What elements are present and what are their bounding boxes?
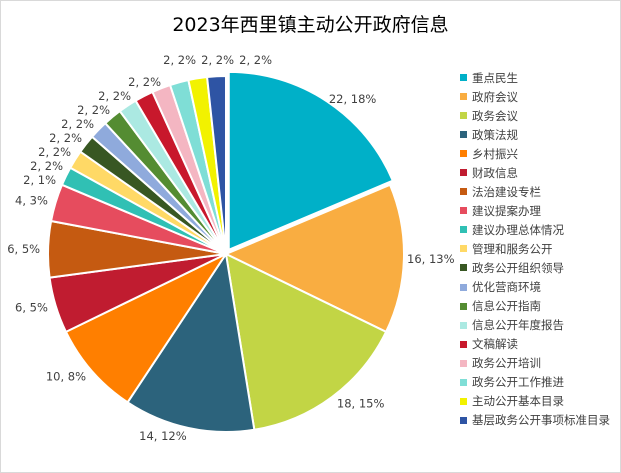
data-label-2: 18, 15% [337, 396, 385, 410]
legend-item-10: 政务公开组织领导 [460, 258, 610, 277]
data-label-18: 2, 2% [239, 53, 272, 67]
data-label-13: 2, 2% [77, 103, 110, 117]
data-label-11: 2, 2% [49, 131, 82, 145]
legend-swatch [460, 169, 467, 177]
legend-label: 政务公开培训 [472, 356, 541, 371]
legend-label: 政务公开组织领导 [472, 260, 564, 275]
legend-label: 重点民生 [472, 70, 518, 85]
legend-item-13: 信息公开年度报告 [460, 316, 610, 335]
legend-item-1: 政府会议 [460, 87, 610, 106]
legend-label: 政务会议 [472, 108, 518, 123]
legend-swatch [460, 207, 467, 215]
pie-slice-18 [205, 74, 227, 255]
legend-label: 政府会议 [472, 89, 518, 104]
data-label-17: 2, 2% [201, 53, 234, 67]
legend-item-5: 财政信息 [460, 163, 610, 182]
legend-item-3: 政策法规 [460, 125, 610, 144]
pie-slice-0 [227, 70, 395, 252]
legend-item-0: 重点民生 [460, 68, 610, 87]
legend-item-15: 政务公开培训 [460, 354, 610, 373]
legend-label: 信息公开年度报告 [472, 318, 564, 333]
legend: 重点民生政府会议政务会议政策法规乡村振兴财政信息法治建设专栏 建议提案办理建议办理… [460, 68, 610, 430]
data-label-9: 2, 2% [30, 159, 63, 173]
legend-item-4: 乡村振兴 [460, 144, 610, 163]
legend-swatch [460, 93, 467, 101]
legend-item-7: 建议提案办理 [460, 201, 610, 220]
data-label-3: 14, 12% [139, 429, 187, 443]
legend-label: 建议提案办理 [472, 203, 541, 218]
legend-item-16: 政务公开工作推进 [460, 373, 610, 392]
legend-label: 文稿解读 [472, 337, 518, 352]
legend-label: 政策法规 [472, 127, 518, 142]
legend-swatch [460, 74, 467, 82]
data-label-12: 2, 2% [61, 117, 94, 131]
legend-swatch [460, 378, 467, 386]
legend-swatch [460, 397, 467, 405]
legend-swatch [460, 131, 467, 139]
legend-swatch [460, 321, 467, 329]
pie-slice-3 [126, 251, 256, 433]
legend-label: 主动公开基本目录 [472, 394, 564, 409]
legend-swatch [460, 416, 467, 424]
data-label-6: 6, 5% [7, 242, 40, 256]
data-label-15: 2, 2% [128, 75, 161, 89]
legend-swatch [460, 359, 467, 367]
legend-label: 管理和服务公开 [472, 241, 553, 256]
data-label-5: 6, 5% [15, 301, 48, 315]
legend-swatch [460, 112, 467, 120]
legend-label: 乡村振兴 [472, 146, 518, 161]
legend-label: 基层政务公开事项标准目录 [472, 413, 610, 428]
legend-item-8: 建议办理总体情况 [460, 220, 610, 239]
legend-swatch [460, 302, 467, 310]
data-label-10: 2, 2% [38, 145, 71, 159]
data-label-7: 4, 3% [15, 193, 48, 207]
legend-item-9: 管理和服务公开 [460, 239, 610, 258]
chart-title: 2023年西里镇主动公开政府信息 [172, 14, 449, 36]
legend-item-17: 主动公开基本目录 [460, 392, 610, 411]
legend-swatch [460, 340, 467, 348]
legend-swatch [460, 264, 467, 272]
legend-swatch [460, 245, 467, 253]
legend-swatch [460, 150, 467, 158]
data-label-4: 10, 8% [46, 369, 86, 383]
legend-item-2: 政务会议 [460, 106, 610, 125]
data-label-16: 2, 2% [163, 53, 196, 67]
legend-item-6: 法治建设专栏 [460, 182, 610, 201]
pie-slice-1 [223, 183, 405, 334]
data-label-1: 16, 13% [407, 252, 455, 266]
legend-item-12: 信息公开指南 [460, 297, 610, 316]
legend-label: 信息公开指南 [472, 299, 541, 314]
pie-slice-2 [224, 252, 388, 431]
data-label-8: 2, 1% [23, 173, 56, 187]
pie-slice-4 [64, 251, 229, 404]
legend-item-14: 文稿解读 [460, 335, 610, 354]
legend-item-11: 优化营商环境 [460, 278, 610, 297]
legend-label: 优化营商环境 [472, 280, 541, 295]
legend-swatch [460, 226, 467, 234]
legend-label: 政务公开工作推进 [472, 375, 564, 390]
legend-label: 法治建设专栏 [472, 184, 541, 199]
data-label-0: 22, 18% [329, 92, 377, 106]
legend-swatch [460, 283, 467, 291]
legend-item-18: 基层政务公开事项标准目录 [460, 411, 610, 430]
legend-label: 财政信息 [472, 165, 518, 180]
data-label-14: 2, 2% [98, 89, 131, 103]
legend-swatch [460, 188, 467, 196]
legend-label: 建议办理总体情况 [472, 222, 564, 237]
